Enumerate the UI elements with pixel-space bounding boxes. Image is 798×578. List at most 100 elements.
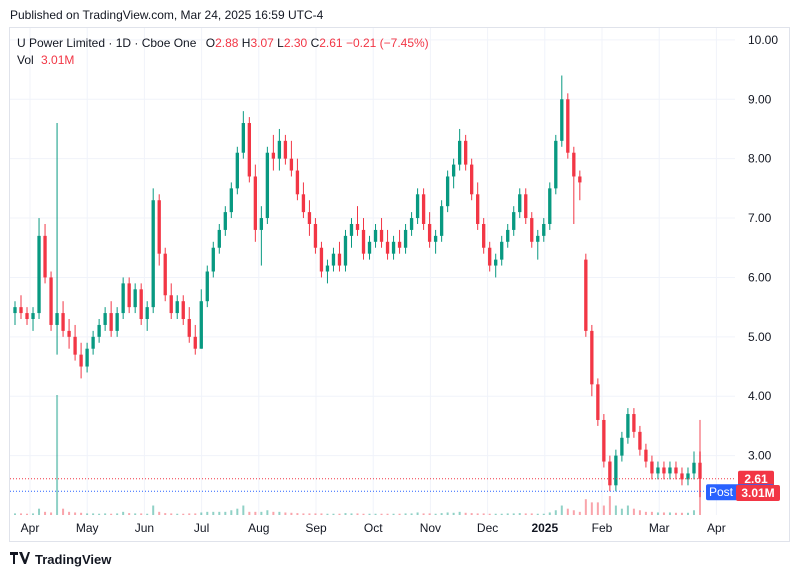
candle-body <box>193 336 197 349</box>
volume-bar <box>656 512 659 515</box>
x-tick-label: Dec <box>477 521 498 535</box>
published-note: Published on TradingView.com, Mar 24, 20… <box>10 8 324 22</box>
candle-body <box>181 301 185 320</box>
volume-bar <box>152 505 155 515</box>
legend-h-label: H <box>241 36 251 50</box>
legend-ohlc-row: U Power Limited · 1D · Cboe One O2.88 H3… <box>17 35 429 51</box>
volume-bar <box>308 513 311 515</box>
candle-body <box>554 140 558 189</box>
price-axis: 10.00 9.00 8.00 7.00 6.00 5.00 4.00 3.00 <box>748 33 778 463</box>
volume-bar <box>110 513 113 515</box>
volume-bar <box>554 510 557 515</box>
candle-body <box>271 152 276 159</box>
candle-body <box>560 99 564 141</box>
x-tick-label: Jul <box>194 521 209 535</box>
volume-bar <box>626 505 629 515</box>
candle-body <box>379 229 384 242</box>
tradingview-brand-text: TradingView <box>35 551 112 567</box>
candle-body <box>139 289 143 320</box>
candle-body <box>506 229 510 242</box>
volume-bar <box>332 513 335 515</box>
candle-body <box>385 241 390 254</box>
volume-bar <box>320 513 323 515</box>
candle-body <box>217 229 221 248</box>
candle-body <box>488 247 492 266</box>
candle-body <box>103 313 107 325</box>
candle-body <box>463 140 468 165</box>
candle-body <box>97 324 101 337</box>
price-tags: 2.61Post2.403.01M <box>706 470 780 501</box>
legend-o-label: O <box>205 36 216 50</box>
volume-bar <box>14 513 16 515</box>
volume-bar <box>620 508 623 515</box>
price-candles <box>13 75 702 498</box>
volume-bar <box>314 513 317 515</box>
x-tick-label: May <box>76 521 99 535</box>
candle-body <box>644 449 648 462</box>
volume-bar <box>254 511 257 515</box>
candle-body <box>283 140 288 159</box>
volume-bar <box>662 512 665 515</box>
volume-bar <box>212 511 215 515</box>
volume-bar <box>338 513 341 515</box>
volume-bar <box>542 513 545 515</box>
candle-body <box>590 330 594 385</box>
volume-bar <box>356 513 359 515</box>
legend-c-label: C <box>310 36 320 50</box>
volume-bar <box>92 513 95 515</box>
volume-bar <box>386 513 389 515</box>
volume-bar <box>218 511 221 515</box>
candle-body <box>127 283 131 308</box>
candle-body <box>457 140 462 165</box>
volume-bar <box>566 508 569 515</box>
candle-body <box>25 313 29 320</box>
x-tick-label: 2025 <box>531 521 558 535</box>
candle-body <box>73 336 77 355</box>
volume-bar <box>98 513 101 515</box>
volume-bar <box>428 513 431 515</box>
candle-body <box>638 431 642 450</box>
volume-bar <box>596 502 599 515</box>
volume-bar <box>674 512 677 515</box>
volume-bar <box>104 513 107 515</box>
y-tick-label: 7.00 <box>748 211 772 225</box>
volume-bar <box>506 513 509 515</box>
grid-lines <box>10 28 735 515</box>
y-tick-label: 4.00 <box>748 389 772 403</box>
legend-high: 3.07 <box>250 36 274 50</box>
legend-close: 2.61 <box>319 36 343 50</box>
volume-bar <box>518 513 521 515</box>
candle-body <box>596 384 600 420</box>
candle-body <box>301 194 306 213</box>
candle-body <box>614 455 618 486</box>
volume-bar <box>128 513 131 515</box>
volume-bar <box>50 512 53 515</box>
legend-vol-value: 3.01M <box>41 53 75 67</box>
candle-body <box>337 253 342 266</box>
volume-bar <box>446 512 449 515</box>
candle-body <box>470 164 474 195</box>
volume-bar <box>200 512 203 515</box>
volume-bar <box>374 513 377 515</box>
candle-body <box>433 235 438 242</box>
candle-body <box>229 188 233 213</box>
volume-bar <box>686 512 689 515</box>
candle-body <box>241 123 245 153</box>
volume-bar <box>158 511 161 515</box>
volume-bar <box>266 510 269 515</box>
volume-bar <box>344 513 347 515</box>
candle-body <box>43 235 47 278</box>
volume-bar <box>548 512 551 515</box>
last-price-tag <box>738 470 774 487</box>
candle-body <box>494 259 498 266</box>
candle-body <box>85 348 89 367</box>
candle-body <box>319 247 324 272</box>
candle-body <box>163 253 167 296</box>
x-tick-label: Jun <box>135 521 154 535</box>
candle-body <box>295 170 300 195</box>
volume-bar <box>404 513 407 515</box>
candle-body <box>566 99 570 153</box>
tradingview-footer[interactable]: TradingView <box>10 551 111 567</box>
volume-bar <box>632 508 635 515</box>
